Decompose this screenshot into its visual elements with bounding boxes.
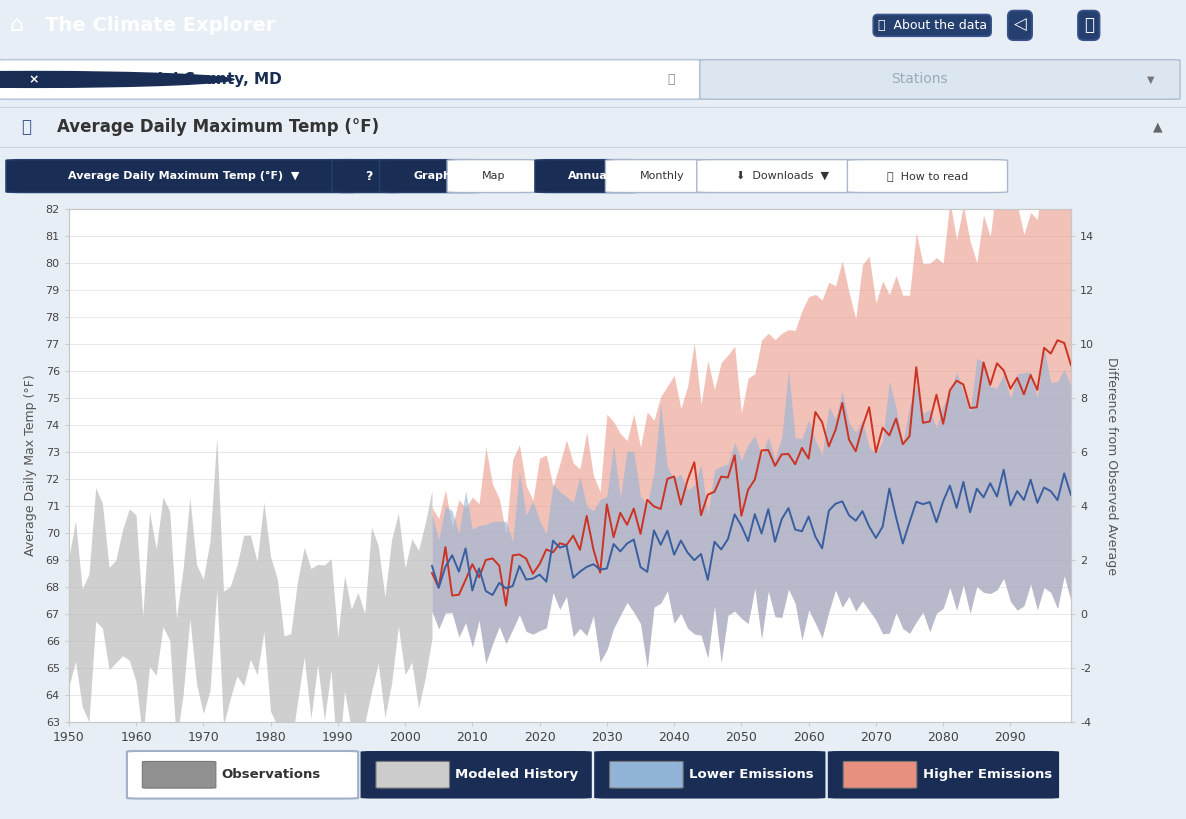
Text: Graph: Graph	[414, 171, 452, 181]
Text: Lower Emissions: Lower Emissions	[689, 768, 814, 781]
FancyBboxPatch shape	[594, 751, 825, 799]
Text: Observations: Observations	[222, 768, 321, 781]
FancyBboxPatch shape	[380, 160, 486, 192]
FancyBboxPatch shape	[6, 160, 362, 192]
FancyBboxPatch shape	[847, 160, 1008, 192]
Text: Stations: Stations	[891, 72, 948, 87]
Text: Average Daily Maximum Temp (°F): Average Daily Maximum Temp (°F)	[57, 118, 380, 136]
FancyBboxPatch shape	[828, 751, 1059, 799]
Text: ×: ×	[28, 73, 38, 86]
Text: 📈: 📈	[21, 118, 31, 136]
FancyBboxPatch shape	[447, 160, 540, 192]
Text: ⬇  Downloads  ▼: ⬇ Downloads ▼	[737, 171, 829, 181]
Text: Modeled History: Modeled History	[455, 768, 579, 781]
FancyBboxPatch shape	[127, 751, 358, 799]
FancyBboxPatch shape	[332, 160, 406, 192]
Text: Annual: Annual	[568, 171, 611, 181]
Y-axis label: Difference from Observed Average: Difference from Observed Average	[1105, 356, 1118, 575]
Text: ⓘ  About the data: ⓘ About the data	[878, 19, 987, 32]
Text: ⓘ  How to read: ⓘ How to read	[887, 171, 968, 181]
Text: ?: ?	[365, 170, 372, 183]
FancyBboxPatch shape	[535, 160, 644, 192]
FancyBboxPatch shape	[142, 762, 216, 788]
Text: Anne Arundel County, MD: Anne Arundel County, MD	[62, 72, 281, 87]
FancyBboxPatch shape	[0, 60, 703, 99]
FancyBboxPatch shape	[376, 762, 449, 788]
Text: Map: Map	[482, 171, 505, 181]
Text: ▲: ▲	[1153, 120, 1162, 133]
FancyBboxPatch shape	[361, 751, 592, 799]
Text: The Climate Explorer: The Climate Explorer	[45, 16, 275, 35]
FancyBboxPatch shape	[606, 160, 719, 192]
Text: 🔍: 🔍	[668, 73, 675, 86]
FancyBboxPatch shape	[843, 762, 917, 788]
FancyBboxPatch shape	[610, 762, 683, 788]
Text: ◁: ◁	[1014, 16, 1026, 34]
Text: Monthly: Monthly	[639, 171, 684, 181]
Text: ▼: ▼	[1147, 75, 1154, 84]
Circle shape	[0, 70, 235, 88]
Y-axis label: Average Daily Max Temp (°F): Average Daily Max Temp (°F)	[24, 375, 37, 556]
Text: Average Daily Maximum Temp (°F)  ▼: Average Daily Maximum Temp (°F) ▼	[68, 171, 300, 181]
Text: ⌂: ⌂	[9, 16, 24, 35]
FancyBboxPatch shape	[696, 160, 868, 192]
Text: ⛙: ⛙	[1084, 16, 1093, 34]
Text: Higher Emissions: Higher Emissions	[923, 768, 1052, 781]
FancyBboxPatch shape	[700, 60, 1180, 99]
